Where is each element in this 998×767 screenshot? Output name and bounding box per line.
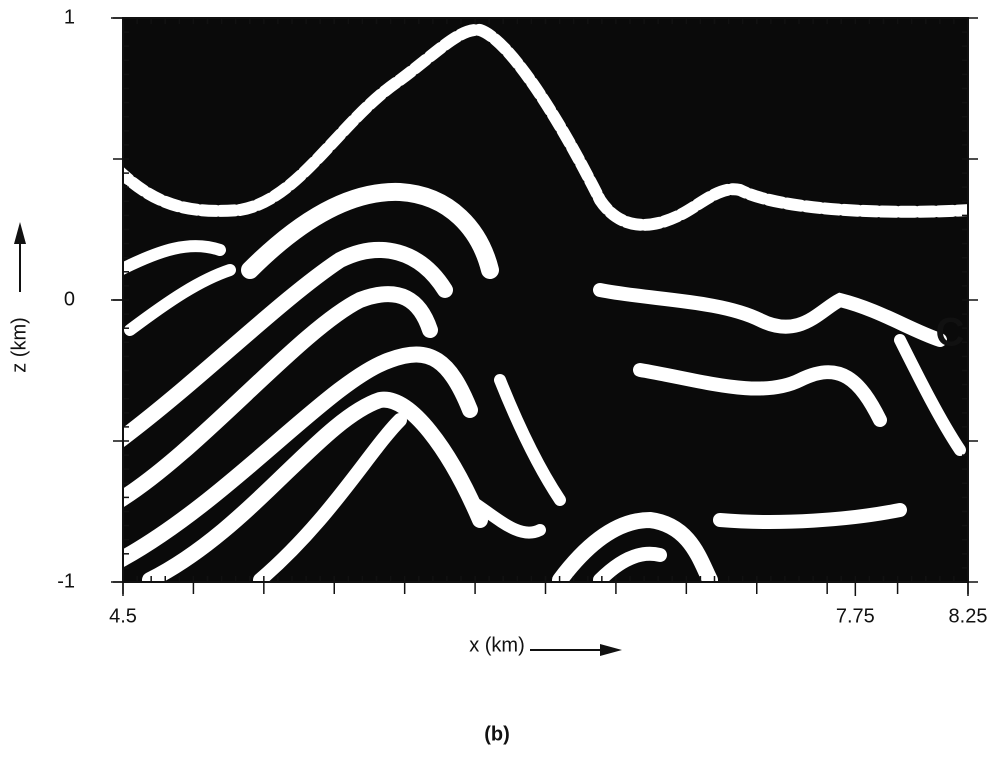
caption: (b): [484, 723, 510, 745]
reflector: [593, 283, 947, 347]
x-axis-label: x (km): [469, 634, 525, 656]
reflector: [593, 546, 667, 582]
reflector: [142, 391, 488, 582]
y-axis-arrowhead: [14, 222, 26, 244]
reflector: [123, 286, 438, 508]
reflector: [123, 242, 453, 448]
x-tick-label: 8.25: [949, 605, 988, 627]
x-tick-label: 4.5: [109, 605, 137, 627]
reflector: [633, 363, 887, 427]
reflector: [894, 334, 966, 456]
reflector: [253, 413, 407, 582]
reflector: [241, 182, 499, 279]
reflector: [713, 503, 907, 529]
y-axis-label: z (km): [8, 317, 30, 373]
reflector: [464, 494, 546, 539]
reflector: [124, 264, 236, 336]
reflector: [552, 511, 718, 582]
reflector: [494, 374, 566, 506]
y-tick-label: -1: [57, 570, 75, 592]
seismic-reflectors: [123, 23, 968, 582]
x-axis-arrowhead: [600, 644, 622, 656]
reflector: [123, 240, 226, 276]
x-tick-label: 7.75: [836, 605, 875, 627]
reflector: [123, 346, 478, 568]
water-bottom: [123, 23, 968, 231]
y-tick-label: 1: [64, 6, 75, 28]
y-tick-label: 0: [64, 288, 75, 310]
minor-ticks: [113, 17, 978, 594]
annotation: C: [936, 311, 965, 355]
